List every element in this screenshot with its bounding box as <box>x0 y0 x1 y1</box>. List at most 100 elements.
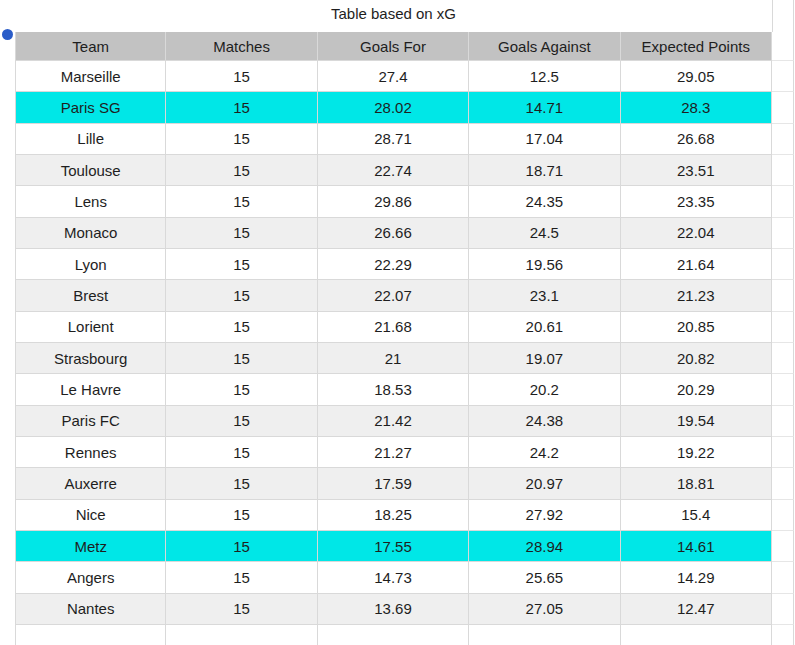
col-header-matches[interactable]: Matches <box>166 32 317 61</box>
goals-for-cell[interactable]: 29.86 <box>318 186 469 217</box>
goals-for-cell[interactable]: 27.4 <box>318 61 469 92</box>
goals-against-cell[interactable]: 20.61 <box>469 312 620 343</box>
team-cell[interactable]: Toulouse <box>15 155 166 186</box>
expected-points-cell[interactable]: 15.4 <box>621 500 772 531</box>
matches-cell[interactable]: 15 <box>166 531 317 562</box>
team-cell[interactable]: Lille <box>15 124 166 155</box>
expected-points-cell[interactable]: 22.04 <box>621 218 772 249</box>
matches-cell[interactable]: 15 <box>166 155 317 186</box>
team-cell[interactable]: Monaco <box>15 218 166 249</box>
matches-cell[interactable]: 15 <box>166 343 317 374</box>
team-cell[interactable]: Nice <box>15 500 166 531</box>
team-cell[interactable]: Lens <box>15 186 166 217</box>
expected-points-cell[interactable]: 26.68 <box>621 124 772 155</box>
goals-against-cell[interactable]: 19.07 <box>469 343 620 374</box>
matches-cell[interactable]: 15 <box>166 280 317 311</box>
goals-against-cell[interactable]: 27.92 <box>469 500 620 531</box>
goals-for-cell[interactable]: 26.66 <box>318 218 469 249</box>
expected-points-cell[interactable]: 23.51 <box>621 155 772 186</box>
goals-for-cell[interactable]: 21.68 <box>318 312 469 343</box>
goals-for-cell[interactable]: 22.74 <box>318 155 469 186</box>
expected-points-cell[interactable]: 20.29 <box>621 374 772 405</box>
team-cell[interactable]: Paris SG <box>15 92 166 123</box>
matches-cell[interactable]: 15 <box>166 218 317 249</box>
table-row: Strasbourg 15 21 19.07 20.82 <box>15 343 794 374</box>
team-cell[interactable]: Lorient <box>15 312 166 343</box>
goals-against-cell[interactable]: 28.94 <box>469 531 620 562</box>
goals-against-cell[interactable]: 14.71 <box>469 92 620 123</box>
expected-points-cell[interactable]: 20.82 <box>621 343 772 374</box>
matches-cell[interactable]: 15 <box>166 312 317 343</box>
goals-for-cell[interactable]: 18.25 <box>318 500 469 531</box>
col-header-team[interactable]: Team <box>15 32 166 61</box>
team-cell[interactable]: Marseille <box>15 61 166 92</box>
goals-against-cell[interactable]: 25.65 <box>469 562 620 593</box>
expected-points-cell[interactable]: 18.81 <box>621 468 772 499</box>
expected-points-cell[interactable]: 20.85 <box>621 312 772 343</box>
col-header-goals-against[interactable]: Goals Against <box>469 32 620 61</box>
goals-against-cell[interactable]: 19.56 <box>469 249 620 280</box>
team-cell[interactable]: Paris FC <box>15 406 166 437</box>
matches-cell[interactable]: 15 <box>166 124 317 155</box>
ghost-column-cell <box>772 124 794 155</box>
goals-for-cell[interactable]: 28.02 <box>318 92 469 123</box>
goals-for-cell[interactable]: 21.42 <box>318 406 469 437</box>
matches-cell[interactable]: 15 <box>166 437 317 468</box>
goals-for-cell[interactable]: 14.73 <box>318 562 469 593</box>
team-cell[interactable]: Brest <box>15 280 166 311</box>
goals-for-cell[interactable]: 13.69 <box>318 594 469 625</box>
goals-for-cell[interactable]: 21.27 <box>318 437 469 468</box>
goals-for-cell[interactable]: 18.53 <box>318 374 469 405</box>
gridline-vertical-left <box>772 0 773 33</box>
goals-against-cell[interactable]: 20.2 <box>469 374 620 405</box>
expected-points-cell[interactable]: 28.3 <box>621 92 772 123</box>
team-cell[interactable]: Strasbourg <box>15 343 166 374</box>
team-cell[interactable]: Metz <box>15 531 166 562</box>
team-cell[interactable]: Auxerre <box>15 468 166 499</box>
expected-points-cell[interactable]: 23.35 <box>621 186 772 217</box>
ghost-column-cell <box>772 625 794 645</box>
goals-against-cell[interactable]: 24.5 <box>469 218 620 249</box>
goals-against-cell[interactable]: 24.38 <box>469 406 620 437</box>
matches-cell[interactable]: 15 <box>166 562 317 593</box>
expected-points-cell[interactable]: 14.29 <box>621 562 772 593</box>
goals-for-cell[interactable]: 17.55 <box>318 531 469 562</box>
expected-points-cell[interactable]: 19.54 <box>621 406 772 437</box>
expected-points-cell[interactable]: 12.47 <box>621 594 772 625</box>
matches-cell[interactable]: 15 <box>166 186 317 217</box>
team-cell[interactable]: Nantes <box>15 594 166 625</box>
goals-for-cell[interactable]: 17.59 <box>318 468 469 499</box>
matches-cell[interactable]: 15 <box>166 61 317 92</box>
expected-points-cell[interactable]: 19.22 <box>621 437 772 468</box>
team-cell[interactable]: Le Havre <box>15 374 166 405</box>
goals-against-cell[interactable]: 24.2 <box>469 437 620 468</box>
expected-points-cell[interactable]: 29.05 <box>621 61 772 92</box>
ghost-column-cell <box>772 468 794 499</box>
team-cell[interactable]: Angers <box>15 562 166 593</box>
goals-for-cell[interactable]: 22.07 <box>318 280 469 311</box>
goals-against-cell[interactable]: 27.05 <box>469 594 620 625</box>
team-cell[interactable]: Lyon <box>15 249 166 280</box>
matches-cell[interactable]: 15 <box>166 594 317 625</box>
goals-against-cell[interactable]: 12.5 <box>469 61 620 92</box>
matches-cell[interactable]: 15 <box>166 92 317 123</box>
matches-cell[interactable]: 15 <box>166 406 317 437</box>
matches-cell[interactable]: 15 <box>166 500 317 531</box>
col-header-goals-for[interactable]: Goals For <box>318 32 469 61</box>
goals-against-cell[interactable]: 18.71 <box>469 155 620 186</box>
goals-against-cell[interactable]: 20.97 <box>469 468 620 499</box>
expected-points-cell[interactable]: 21.64 <box>621 249 772 280</box>
matches-cell[interactable]: 15 <box>166 468 317 499</box>
goals-against-cell[interactable]: 17.04 <box>469 124 620 155</box>
expected-points-cell[interactable]: 14.61 <box>621 531 772 562</box>
goals-for-cell[interactable]: 28.71 <box>318 124 469 155</box>
team-cell[interactable]: Rennes <box>15 437 166 468</box>
matches-cell[interactable]: 15 <box>166 374 317 405</box>
expected-points-cell[interactable]: 21.23 <box>621 280 772 311</box>
goals-for-cell[interactable]: 21 <box>318 343 469 374</box>
col-header-expected-points[interactable]: Expected Points <box>621 32 772 61</box>
goals-against-cell[interactable]: 23.1 <box>469 280 620 311</box>
goals-for-cell[interactable]: 22.29 <box>318 249 469 280</box>
matches-cell[interactable]: 15 <box>166 249 317 280</box>
goals-against-cell[interactable]: 24.35 <box>469 186 620 217</box>
